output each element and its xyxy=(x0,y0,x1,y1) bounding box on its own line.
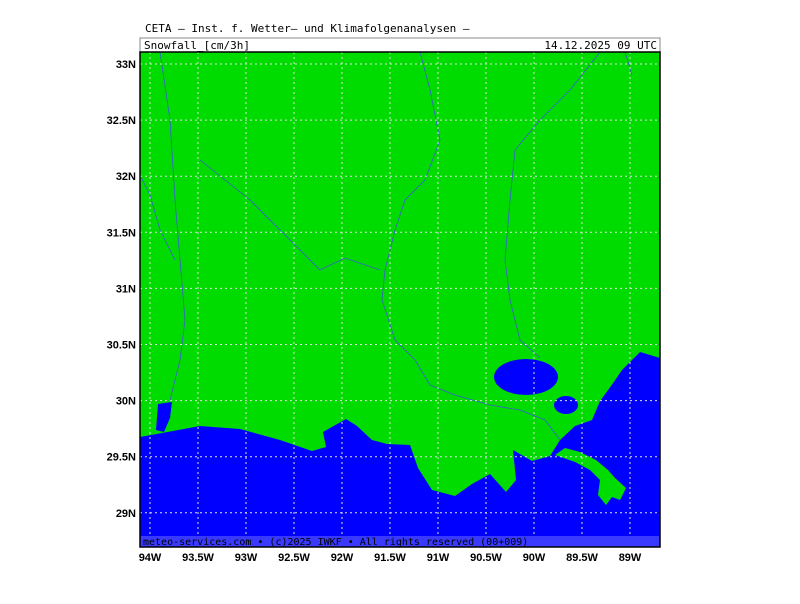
longitude-label: 90W xyxy=(523,552,546,564)
longitude-label: 93.5W xyxy=(182,552,214,564)
longitude-label: 92.5W xyxy=(278,552,310,564)
longitude-label: 93W xyxy=(235,552,258,564)
sabine-lake xyxy=(156,402,172,432)
longitude-label: 91.5W xyxy=(374,552,406,564)
white-lake xyxy=(338,436,370,452)
longitude-label: 91W xyxy=(427,552,450,564)
lake-pontchartrain xyxy=(494,359,558,395)
river xyxy=(624,51,633,76)
longitude-label: 92W xyxy=(331,552,354,564)
footer: meteo-services.com • (c)2025 IWKF • All … xyxy=(143,537,528,548)
graticule xyxy=(140,52,660,547)
longitude-label: 94W xyxy=(139,552,162,564)
map-area: meteo-services.com • (c)2025 IWKF • All … xyxy=(139,51,661,548)
time-label: 14.12.2025 09 UTC xyxy=(544,39,657,52)
river xyxy=(381,51,561,441)
delta xyxy=(555,448,626,505)
longitude-label: 89W xyxy=(619,552,642,564)
title: CETA – Inst. f. Wetter– und Klimafolgena… xyxy=(145,22,470,35)
field-label: Snowfall_[cm/3h] xyxy=(144,39,250,52)
longitude-label: 90.5W xyxy=(470,552,502,564)
footer-bar xyxy=(140,536,660,547)
latitude-label: 33N xyxy=(116,59,136,71)
latitude-label: 30.5N xyxy=(107,340,136,352)
lake-borgne xyxy=(554,396,578,414)
latitude-label: 30N xyxy=(116,396,136,408)
river xyxy=(139,174,176,261)
longitude-label: 89.5W xyxy=(566,552,598,564)
river xyxy=(504,51,601,359)
gulf xyxy=(140,352,660,547)
river xyxy=(199,159,381,271)
latitude-label: 29N xyxy=(116,508,136,520)
latitude-label: 31N xyxy=(116,283,136,295)
latitude-label: 32N xyxy=(116,171,136,183)
map-frame xyxy=(139,51,661,548)
latitude-label: 31.5N xyxy=(107,227,136,239)
latitude-label: 32.5N xyxy=(107,115,136,127)
latitude-label: 29.5N xyxy=(107,452,136,464)
